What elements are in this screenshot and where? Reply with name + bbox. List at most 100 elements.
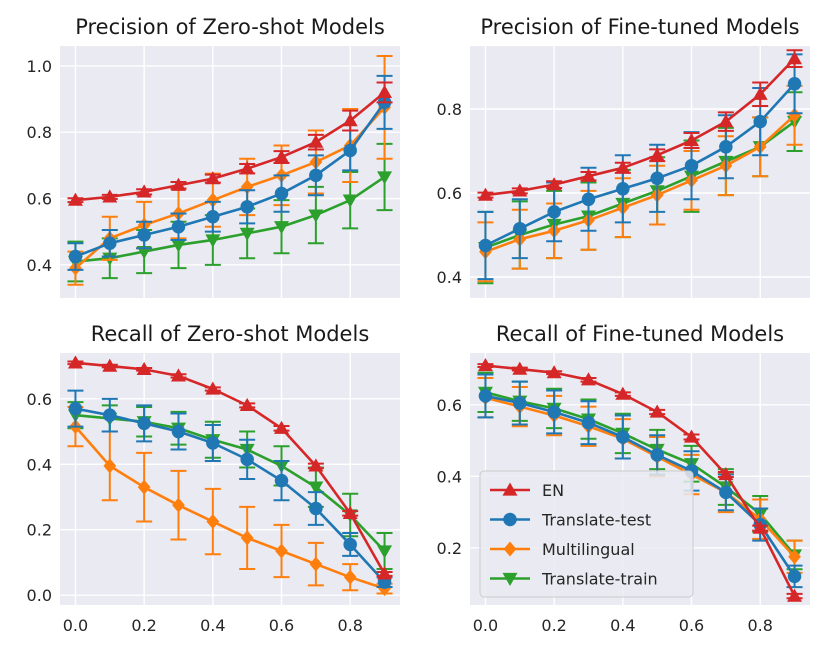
legend-label: Translate-test — [541, 511, 651, 530]
data-point — [478, 389, 493, 403]
data-point — [478, 238, 493, 253]
data-point — [67, 355, 83, 369]
series-line — [485, 364, 796, 597]
data-point — [718, 114, 734, 128]
data-point — [752, 86, 768, 100]
data-point — [581, 415, 596, 430]
chart-title: Recall of Zero-shot Models — [91, 322, 370, 346]
data-point — [649, 404, 665, 418]
data-point — [171, 424, 186, 439]
data-point — [206, 514, 220, 530]
data-point — [308, 209, 324, 223]
y-tick-label: 0.6 — [27, 390, 52, 409]
y-tick-label: 0.0 — [27, 586, 52, 605]
data-point — [581, 192, 596, 207]
data-point — [547, 405, 561, 419]
data-point — [274, 186, 289, 201]
data-point — [171, 219, 186, 234]
data-point — [512, 183, 528, 197]
x-tick-label: 0.2 — [541, 616, 566, 635]
data-point — [309, 501, 323, 516]
data-point — [240, 530, 254, 546]
chart-title: Precision of Zero-shot Models — [75, 15, 385, 39]
series-line — [485, 120, 796, 249]
data-point — [787, 588, 803, 602]
data-point — [205, 381, 221, 395]
data-point — [719, 140, 733, 154]
legend-label: Translate-train — [541, 570, 658, 589]
data-point — [274, 473, 289, 488]
data-point — [137, 479, 151, 495]
x-tick-label: 0.8 — [747, 616, 772, 635]
y-tick-label: 0.4 — [27, 455, 52, 474]
data-point — [274, 149, 290, 163]
data-point — [274, 420, 290, 434]
data-point — [788, 549, 801, 565]
chart-panel-1: Precision of Zero-shot Models 0.4 0.6 0.8 1.… — [27, 15, 400, 298]
legend-marker — [503, 512, 517, 527]
series-line — [485, 114, 796, 254]
data-point — [67, 192, 83, 206]
x-tick-label: 0.8 — [337, 616, 362, 635]
y-tick-label: 1.0 — [27, 57, 52, 76]
data-point — [788, 107, 801, 123]
data-point — [787, 51, 803, 65]
series-multilingual — [67, 406, 393, 597]
series-en — [477, 358, 803, 602]
legend-marker — [503, 541, 517, 557]
series-line — [74, 106, 386, 270]
chart-panel-2: Precision of Fine-tuned Models 0.4 0.6 0.8 — [437, 15, 810, 298]
data-point — [342, 194, 358, 208]
plot-area — [60, 353, 400, 605]
data-point — [377, 545, 393, 559]
data-point — [477, 187, 493, 201]
data-point — [580, 168, 596, 182]
data-point — [239, 161, 255, 175]
data-point — [580, 372, 596, 386]
y-tick-label: 0.4 — [27, 256, 52, 275]
data-point — [343, 569, 357, 585]
data-point — [205, 234, 221, 248]
data-point — [170, 368, 186, 382]
data-point — [206, 436, 220, 450]
y-tick-label: 0.8 — [27, 123, 52, 142]
legend-label: EN — [542, 481, 564, 500]
chart-title: Precision of Fine-tuned Models — [480, 15, 799, 39]
data-point — [684, 158, 699, 173]
data-point — [377, 84, 393, 99]
data-point — [650, 448, 664, 462]
data-point — [103, 408, 117, 422]
data-point — [170, 239, 186, 253]
data-point — [137, 416, 151, 431]
data-point — [240, 452, 254, 467]
data-point — [615, 386, 631, 400]
series-en — [67, 355, 393, 580]
y-tick-label: 0.6 — [27, 190, 52, 209]
data-point — [513, 396, 527, 410]
data-point — [274, 221, 290, 235]
data-point — [205, 171, 221, 185]
data-point — [684, 133, 700, 147]
series-line — [74, 425, 385, 590]
legend-box — [479, 470, 694, 598]
data-point — [787, 77, 802, 91]
legend: EN Translate-test Multilingual Translate-tr… — [479, 470, 694, 598]
series-en — [67, 81, 393, 206]
series-translate-test — [67, 389, 393, 589]
legend-marker — [502, 572, 518, 586]
x-tick-label: 0.6 — [269, 616, 294, 635]
data-point — [102, 358, 118, 372]
data-point — [68, 401, 83, 416]
data-point — [275, 543, 288, 559]
data-point — [103, 236, 117, 251]
series-line — [75, 175, 386, 263]
data-point — [650, 171, 664, 186]
data-point — [240, 200, 254, 214]
data-point — [172, 497, 185, 513]
series-en — [477, 49, 803, 201]
series-line — [74, 101, 386, 258]
data-point — [377, 566, 393, 580]
y-tick-label: 0.2 — [27, 521, 52, 540]
data-point — [753, 114, 767, 129]
